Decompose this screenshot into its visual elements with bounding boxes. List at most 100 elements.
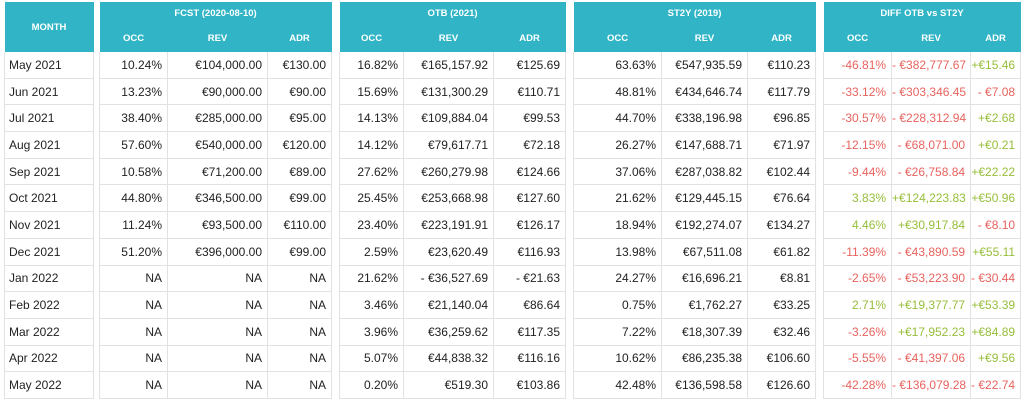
st2y-group-header: ST2Y (2019)	[573, 2, 816, 25]
otb-rev-header: REV	[403, 25, 494, 52]
st2y-adr-cell: €61.82	[747, 238, 817, 266]
fcst-adr-cell: NA	[267, 371, 333, 399]
otb-adr-cell: €124.66	[493, 158, 567, 186]
st2y-rev-cell: €67,511.08	[661, 238, 749, 266]
fcst-rev-cell: €540,000.00	[167, 131, 268, 159]
st2y-rev-cell: €338,196.98	[661, 104, 749, 133]
diff-rev-cell: - €303,346.45	[891, 78, 972, 106]
otb-rev-cell: €79,617.71	[403, 131, 495, 159]
fcst-occ-cell: 38.40%	[99, 104, 168, 133]
month-cell: Feb 2022	[4, 291, 94, 319]
otb-occ-cell: 23.40%	[339, 211, 405, 239]
diff-adr-cell: +€84.89	[970, 318, 1022, 346]
month-cell: Jul 2021	[4, 104, 94, 133]
table-row: Oct 2021 44.80% €346,500.00 €99.00 25.45% €25…	[4, 184, 1022, 213]
otb-rev-cell: €21,140.04	[403, 291, 495, 319]
fcst-adr-cell: €89.00	[267, 158, 333, 186]
table-row: Dec 2021 51.20% €396,000.00 €99.00 2.59% €23,…	[4, 238, 1022, 266]
otb-adr-cell: €125.69	[493, 52, 567, 79]
st2y-adr-cell: €96.85	[747, 104, 817, 133]
st2y-adr-cell: €117.79	[747, 78, 817, 106]
fcst-rev-cell: €396,000.00	[167, 238, 268, 266]
fcst-adr-cell: NA	[267, 291, 333, 319]
diff-occ-cell: -9.44%	[823, 158, 893, 186]
otb-occ-cell: 14.12%	[339, 131, 405, 159]
st2y-rev-cell: €287,038.82	[661, 158, 749, 186]
st2y-rev-cell: €136,598.58	[661, 371, 749, 399]
diff-rev-cell: +€30,917.84	[891, 211, 972, 239]
otb-occ-cell: 2.59%	[339, 238, 405, 266]
otb-rev-cell: €165,157.92	[403, 52, 495, 79]
diff-rev-cell: - €43,890.59	[891, 238, 972, 266]
otb-occ-cell: 14.13%	[339, 104, 405, 133]
st2y-occ-cell: 42.48%	[573, 371, 663, 399]
diff-rev-cell: - €26,758.84	[891, 158, 972, 186]
st2y-rev-cell: €86,235.38	[661, 345, 749, 373]
fcst-adr-cell: €99.00	[267, 184, 333, 213]
table-header: MONTH FCST (2020-08-10) OTB (2021) ST2Y …	[4, 2, 1021, 52]
table-row: Jan 2022 NA NA NA 21.62% - €36,527.69- €21.63…	[4, 265, 1022, 293]
diff-adr-cell: - €8.10	[970, 211, 1022, 239]
diff-occ-cell: -5.55%	[823, 345, 893, 373]
fcst-occ-cell: 10.58%	[99, 158, 168, 186]
diff-occ-cell: -2.65%	[823, 265, 893, 293]
table-row: Mar 2022 NA NA NA 3.96% €36,259.62 €117.35 7.22…	[4, 318, 1022, 346]
fcst-occ-cell: NA	[99, 291, 168, 319]
diff-occ-header: OCC	[823, 25, 892, 52]
st2y-adr-cell: €33.25	[747, 291, 817, 319]
diff-rev-cell: - €53,223.90	[891, 265, 972, 293]
fcst-rev-cell: NA	[167, 345, 268, 373]
diff-adr-cell: - €7.08	[970, 78, 1022, 106]
fcst-occ-cell: NA	[99, 345, 168, 373]
st2y-occ-header: OCC	[573, 25, 662, 52]
fcst-rev-cell: €71,200.00	[167, 158, 268, 186]
otb-occ-cell: 16.82%	[339, 52, 405, 79]
otb-rev-cell: €260,279.98	[403, 158, 495, 186]
table-row: Jul 2021 38.40% €285,000.00 €95.00 14.13% €10…	[4, 104, 1022, 133]
diff-adr-header: ADR	[970, 25, 1021, 52]
month-cell: May 2021	[4, 52, 94, 79]
diff-rev-cell: - €382,777.67	[891, 52, 972, 79]
st2y-occ-cell: 7.22%	[573, 318, 663, 346]
diff-occ-cell: -3.26%	[823, 318, 893, 346]
st2y-adr-cell: €106.60	[747, 345, 817, 373]
st2y-adr-cell: €8.81	[747, 265, 817, 293]
diff-occ-cell: 4.46%	[823, 211, 893, 239]
otb-occ-cell: 3.96%	[339, 318, 405, 346]
diff-adr-cell: - €30.44	[970, 265, 1022, 293]
otb-adr-cell: €72.18	[493, 131, 567, 159]
st2y-adr-cell: €71.97	[747, 131, 817, 159]
st2y-occ-cell: 26.27%	[573, 131, 663, 159]
diff-rev-cell: - €41,397.06	[891, 345, 972, 373]
otb-adr-cell: €99.53	[493, 104, 567, 133]
st2y-adr-cell: €76.64	[747, 184, 817, 213]
diff-adr-cell: +€15.46	[970, 52, 1022, 79]
otb-occ-cell: 5.07%	[339, 345, 405, 373]
otb-adr-cell: €127.60	[493, 184, 567, 213]
st2y-rev-cell: €547,935.59	[661, 52, 749, 79]
diff-adr-cell: +€55.11	[970, 238, 1022, 266]
diff-occ-cell: 3.83%	[823, 184, 893, 213]
st2y-occ-cell: 10.62%	[573, 345, 663, 373]
diff-occ-cell: -30.57%	[823, 104, 893, 133]
month-cell: Aug 2021	[4, 131, 94, 159]
diff-adr-cell: +€50.96	[970, 184, 1022, 213]
month-cell: Oct 2021	[4, 184, 94, 213]
month-cell: Apr 2022	[4, 345, 94, 373]
diff-rev-cell: - €136,079.28	[891, 371, 972, 399]
st2y-adr-cell: €126.60	[747, 371, 817, 399]
table-row: Apr 2022 NA NA NA 5.07% €44,838.32 €116.16 10.6…	[4, 345, 1022, 373]
fcst-occ-cell: 44.80%	[99, 184, 168, 213]
diff-rev-cell: - €228,312.94	[891, 104, 972, 133]
fcst-rev-cell: NA	[167, 291, 268, 319]
fcst-adr-cell: NA	[267, 318, 333, 346]
fcst-adr-cell: €120.00	[267, 131, 333, 159]
st2y-occ-cell: 0.75%	[573, 291, 663, 319]
otb-rev-cell: €131,300.29	[403, 78, 495, 106]
diff-adr-cell: +€22.22	[970, 158, 1022, 186]
month-cell: May 2022	[4, 371, 94, 399]
diff-adr-cell: +€2.68	[970, 104, 1022, 133]
st2y-rev-cell: €16,696.21	[661, 265, 749, 293]
fcst-occ-cell: NA	[99, 371, 168, 399]
diff-adr-cell: +€0.21	[970, 131, 1022, 159]
